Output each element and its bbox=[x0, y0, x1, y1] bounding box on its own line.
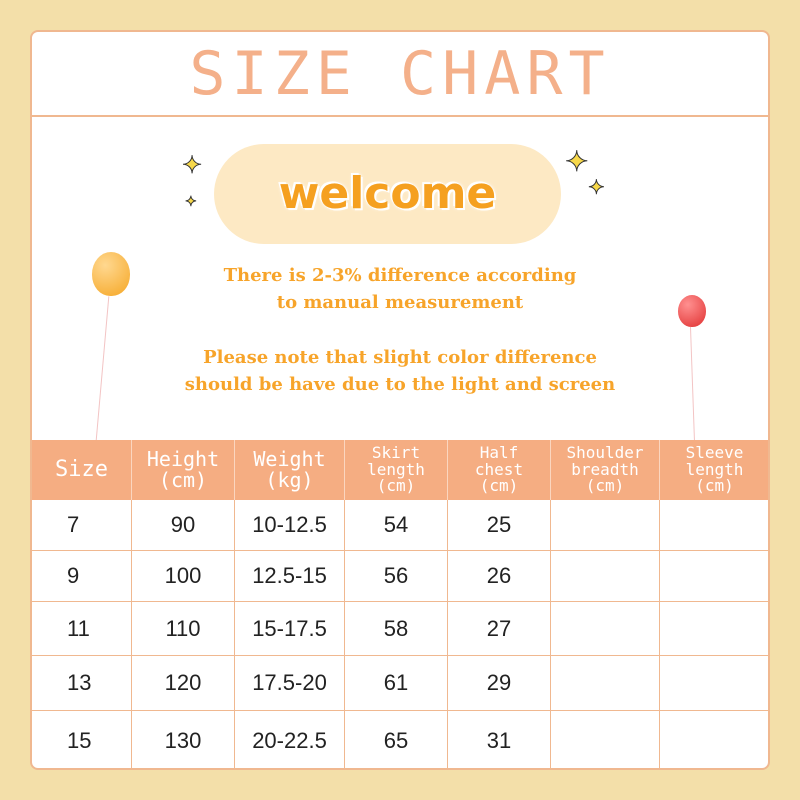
table-cell: 54 bbox=[345, 500, 448, 550]
table-cell: 61 bbox=[345, 656, 448, 710]
table-cell: 120 bbox=[132, 656, 235, 710]
header-text: (cm) bbox=[695, 476, 734, 496]
balloon-icon bbox=[678, 295, 706, 327]
table-cell: 27 bbox=[448, 602, 551, 655]
table-row: 11 110 15-17.5 58 27 bbox=[32, 602, 768, 656]
table-cell bbox=[660, 602, 768, 655]
table-cell bbox=[660, 711, 768, 768]
header-text: (cm) bbox=[585, 476, 625, 496]
table-cell bbox=[551, 656, 660, 710]
table-cell: 25 bbox=[448, 500, 551, 550]
table-cell: 31 bbox=[448, 711, 551, 768]
table-cell bbox=[551, 602, 660, 655]
table-cell: 100 bbox=[132, 551, 235, 601]
header-text: Shoulder bbox=[566, 442, 644, 462]
column-header: Skirt length (cm) bbox=[345, 440, 448, 500]
table-row: 9 100 12.5-15 56 26 bbox=[32, 551, 768, 602]
header-text: (cm) bbox=[158, 468, 208, 492]
note-line: to manual measurement bbox=[276, 292, 524, 313]
table-header: Size Height (cm) Weight (kg) Skirt length (cm) H… bbox=[32, 440, 768, 500]
table-cell: 56 bbox=[345, 551, 448, 601]
header-text: Skirt bbox=[371, 442, 421, 462]
title-band: SIZE CHART bbox=[32, 32, 768, 117]
table-cell: 7 bbox=[32, 500, 132, 550]
header-text: breadth bbox=[571, 459, 639, 479]
table-cell: 10-12.5 bbox=[235, 500, 345, 550]
note-line: There is 2-3% difference according bbox=[223, 265, 577, 286]
welcome-text: welcome bbox=[278, 168, 497, 219]
note-line: Please note that slight color difference bbox=[203, 347, 597, 368]
table-row: 15 130 20-22.5 65 31 bbox=[32, 711, 768, 768]
column-header: Sleeve length (cm) bbox=[660, 440, 768, 500]
column-header: Shoulder breadth (cm) bbox=[551, 440, 660, 500]
table-cell: 11 bbox=[32, 602, 132, 655]
header-text: Size bbox=[55, 457, 108, 483]
page-title: SIZE CHART bbox=[189, 39, 611, 109]
table-cell bbox=[551, 711, 660, 768]
table-cell bbox=[660, 551, 768, 601]
table-cell: 17.5-20 bbox=[235, 656, 345, 710]
table-cell: 13 bbox=[32, 656, 132, 710]
table-cell: 90 bbox=[132, 500, 235, 550]
header-text: Height bbox=[146, 447, 220, 471]
header-text: length bbox=[367, 459, 425, 479]
size-chart-card: SIZE CHART welcome ✦ ✦ ✦ ✦ There is 2-3%… bbox=[30, 30, 770, 770]
sparkle-icon: ✦ bbox=[588, 177, 606, 199]
balloon-icon bbox=[92, 252, 130, 296]
column-header: Weight (kg) bbox=[235, 440, 345, 500]
column-header: Half chest (cm) bbox=[448, 440, 551, 500]
table-cell: 130 bbox=[132, 711, 235, 768]
table-cell: 26 bbox=[448, 551, 551, 601]
table-cell bbox=[551, 500, 660, 550]
note-line: should be have due to the light and scre… bbox=[184, 374, 616, 395]
table-row: 13 120 17.5-20 61 29 bbox=[32, 656, 768, 711]
table-cell: 65 bbox=[345, 711, 448, 768]
header-text: (kg) bbox=[265, 468, 314, 492]
table-cell: 15-17.5 bbox=[235, 602, 345, 655]
table-cell: 20-22.5 bbox=[235, 711, 345, 768]
sparkle-icon: ✦ bbox=[181, 152, 203, 179]
header-text: (cm) bbox=[376, 476, 416, 496]
header-text: (cm) bbox=[479, 476, 519, 496]
column-header: Size bbox=[32, 440, 132, 500]
header-text: Sleeve bbox=[685, 442, 744, 462]
table-cell bbox=[660, 656, 768, 710]
sparkle-icon: ✦ bbox=[564, 146, 589, 177]
table-row: 7 90 10-12.5 54 25 bbox=[32, 500, 768, 551]
table-cell: 12.5-15 bbox=[235, 551, 345, 601]
header-text: Half bbox=[479, 442, 519, 462]
header-text: length bbox=[685, 459, 744, 479]
table-cell: 110 bbox=[132, 602, 235, 655]
table-cell: 58 bbox=[345, 602, 448, 655]
header-text: Weight bbox=[253, 447, 326, 471]
table-cell: 9 bbox=[32, 551, 132, 601]
table-cell bbox=[551, 551, 660, 601]
header-text: chest bbox=[474, 459, 524, 479]
column-header: Height (cm) bbox=[132, 440, 235, 500]
cloud-badge bbox=[220, 150, 555, 238]
sparkle-icon: ✦ bbox=[185, 193, 198, 209]
table-cell bbox=[660, 500, 768, 550]
table-cell: 29 bbox=[448, 656, 551, 710]
table-cell: 15 bbox=[32, 711, 132, 768]
